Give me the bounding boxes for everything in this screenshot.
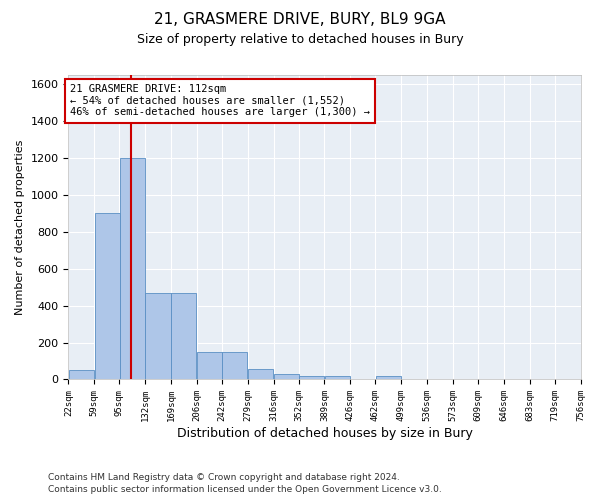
Text: Contains HM Land Registry data © Crown copyright and database right 2024.: Contains HM Land Registry data © Crown c… — [48, 472, 400, 482]
Bar — [274, 374, 299, 380]
Bar — [222, 352, 247, 380]
Y-axis label: Number of detached properties: Number of detached properties — [15, 140, 25, 315]
Bar — [299, 376, 324, 380]
Bar — [69, 370, 94, 380]
Bar — [248, 370, 273, 380]
Bar — [197, 352, 222, 380]
Text: 21, GRASMERE DRIVE, BURY, BL9 9GA: 21, GRASMERE DRIVE, BURY, BL9 9GA — [154, 12, 446, 28]
Bar — [119, 158, 145, 380]
Bar — [172, 292, 196, 380]
Bar — [145, 292, 170, 380]
Bar — [95, 214, 119, 380]
Text: Contains public sector information licensed under the Open Government Licence v3: Contains public sector information licen… — [48, 485, 442, 494]
Bar — [325, 376, 350, 380]
Bar — [376, 376, 401, 380]
Text: Size of property relative to detached houses in Bury: Size of property relative to detached ho… — [137, 32, 463, 46]
Text: 21 GRASMERE DRIVE: 112sqm
← 54% of detached houses are smaller (1,552)
46% of se: 21 GRASMERE DRIVE: 112sqm ← 54% of detac… — [70, 84, 370, 117]
X-axis label: Distribution of detached houses by size in Bury: Distribution of detached houses by size … — [176, 427, 472, 440]
